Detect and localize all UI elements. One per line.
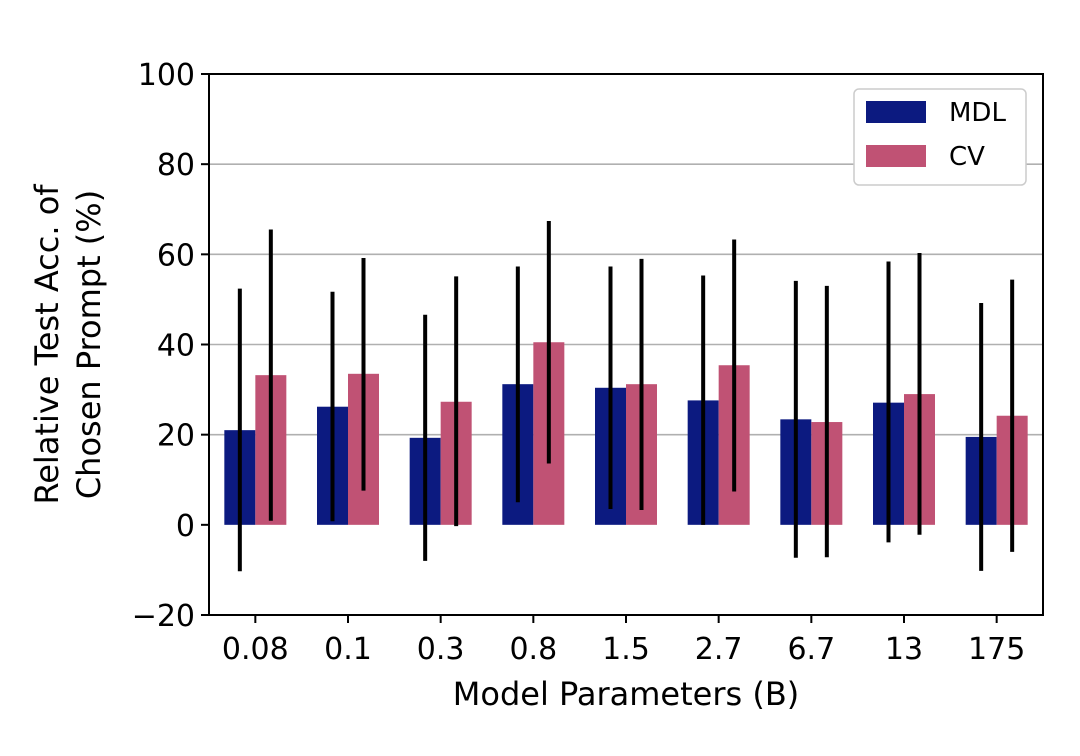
- y-tick-label: 40: [157, 329, 195, 364]
- y-tick-label: 0: [176, 509, 195, 544]
- y-axis-title-line-1: Relative Test Acc. of: [28, 184, 66, 505]
- y-tick-label: 100: [138, 58, 195, 93]
- legend-label-mdl: MDL: [949, 98, 1006, 128]
- y-tick-label: 80: [157, 148, 195, 183]
- y-tick-label: 60: [157, 238, 195, 273]
- bars: [224, 342, 1028, 525]
- x-tick-label: 6.7: [787, 632, 835, 667]
- x-axis: 0.08 0.1 0.3 0.8 1.5 2.7 6.7 13 175: [222, 615, 1025, 667]
- x-tick-label: 0.8: [509, 632, 557, 667]
- x-tick-label: 0.3: [417, 632, 465, 667]
- x-axis-title: Model Parameters (B): [453, 675, 800, 713]
- x-tick-label: 13: [885, 632, 923, 667]
- legend-swatch-cv: [866, 145, 926, 167]
- x-tick-label: 0.1: [324, 632, 372, 667]
- legend: MDL CV: [853, 88, 1027, 186]
- x-tick-label: 1.5: [602, 632, 650, 667]
- x-tick-label: 175: [968, 632, 1025, 667]
- error-bars: [237, 220, 1015, 572]
- y-tick-label: −20: [132, 599, 195, 634]
- legend-label-cv: CV: [949, 142, 985, 172]
- y-tick-label: 20: [157, 419, 195, 454]
- x-tick-label: 2.7: [695, 632, 743, 667]
- x-tick-label: 0.08: [222, 632, 289, 667]
- legend-swatch-mdl: [866, 101, 926, 123]
- y-axis-title-line-2: Chosen Prompt (%): [70, 190, 108, 499]
- y-axis: −20 0 20 40 60 80 100: [132, 58, 209, 634]
